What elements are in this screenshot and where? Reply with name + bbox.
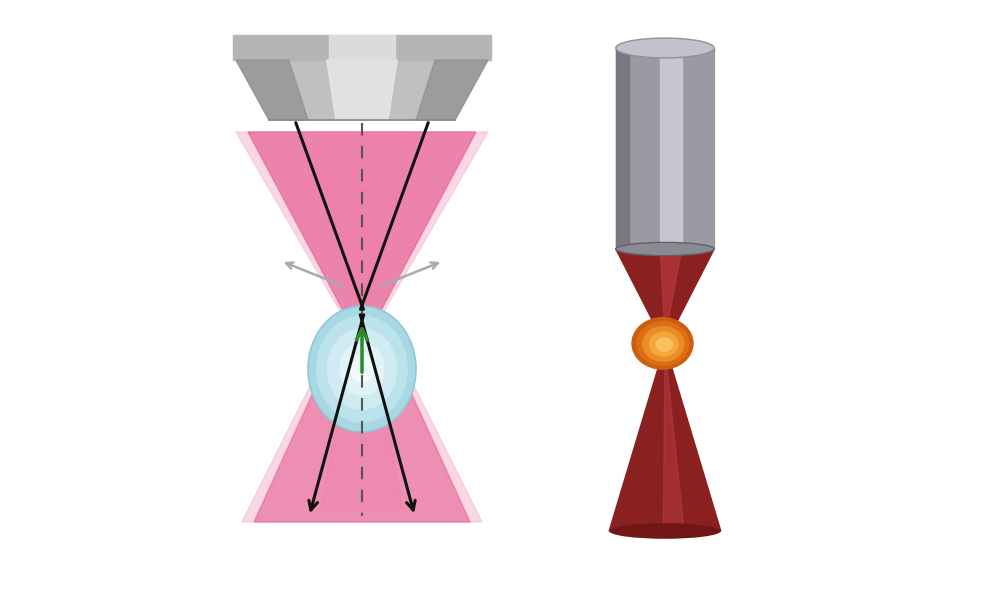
Polygon shape: [254, 318, 470, 522]
Polygon shape: [616, 249, 714, 345]
Polygon shape: [416, 60, 488, 120]
Ellipse shape: [339, 343, 385, 395]
Polygon shape: [321, 318, 403, 510]
Polygon shape: [236, 60, 308, 120]
Polygon shape: [327, 60, 397, 120]
Ellipse shape: [316, 316, 408, 422]
Ellipse shape: [636, 321, 689, 366]
Polygon shape: [660, 249, 682, 338]
Ellipse shape: [616, 242, 714, 256]
Ellipse shape: [616, 242, 714, 256]
Ellipse shape: [609, 523, 721, 539]
Ellipse shape: [642, 326, 685, 362]
Ellipse shape: [350, 355, 374, 383]
Polygon shape: [236, 132, 488, 318]
Polygon shape: [663, 348, 684, 531]
Polygon shape: [248, 132, 476, 318]
Ellipse shape: [656, 337, 673, 352]
Polygon shape: [616, 48, 714, 249]
Ellipse shape: [649, 332, 679, 357]
Ellipse shape: [631, 317, 694, 370]
Ellipse shape: [616, 38, 714, 58]
Polygon shape: [329, 35, 395, 60]
Polygon shape: [311, 132, 413, 312]
Polygon shape: [616, 48, 629, 249]
Polygon shape: [242, 318, 482, 522]
Polygon shape: [233, 35, 491, 60]
Ellipse shape: [327, 328, 397, 410]
Polygon shape: [236, 60, 488, 120]
Polygon shape: [609, 345, 721, 531]
Polygon shape: [660, 48, 682, 249]
Ellipse shape: [308, 306, 416, 432]
